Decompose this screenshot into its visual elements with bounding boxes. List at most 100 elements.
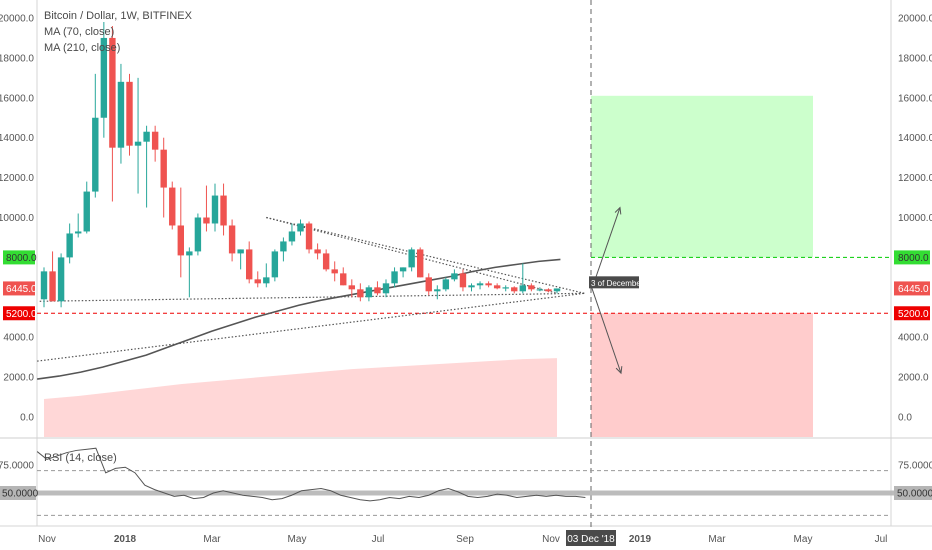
- candle: [143, 125, 150, 208]
- stop-badge-right: 5200.0: [898, 309, 929, 320]
- candle-body: [425, 277, 432, 292]
- candle-body: [75, 231, 82, 234]
- target-badge-left-bg: [3, 250, 35, 265]
- y-tick-right: 2000.0: [898, 373, 929, 384]
- candle-body: [203, 217, 210, 224]
- rsi-tick-left: 75.0000: [0, 461, 34, 472]
- y-tick-left: 20000.0: [0, 14, 34, 25]
- candle-body: [263, 277, 270, 284]
- candle: [314, 243, 321, 260]
- candle-body: [314, 249, 321, 254]
- candle-body: [374, 287, 381, 294]
- arrow-head: [615, 366, 623, 375]
- candle-body: [305, 223, 313, 250]
- candle: [263, 263, 270, 288]
- candle: [536, 287, 544, 292]
- candle: [237, 249, 244, 270]
- y-tick-left: 12000.0: [0, 173, 34, 184]
- x-tick: 2019: [629, 534, 652, 545]
- candle: [288, 223, 296, 246]
- candle: [57, 253, 65, 308]
- candle-body: [40, 271, 48, 300]
- date-badge: 03 Dec '18: [567, 534, 615, 545]
- y-tick-left: 14000.0: [0, 133, 34, 144]
- upper-trendline: [266, 216, 558, 294]
- price-badge-right: 6445.0: [898, 284, 929, 295]
- candle-body: [117, 81, 125, 148]
- candle: [254, 271, 261, 288]
- support-line: [39, 292, 585, 302]
- rsi-tick-right: 75.0000: [898, 461, 932, 472]
- rsi-badge-left-bg: [0, 486, 36, 500]
- candle-body: [408, 249, 415, 268]
- candle: [117, 63, 125, 164]
- x-tick: Mar: [203, 534, 221, 545]
- y-tick-right: 4000.0: [898, 333, 929, 344]
- candle-body: [49, 271, 56, 302]
- candle-body: [126, 81, 133, 146]
- candle-body: [271, 251, 279, 278]
- candle-body: [57, 257, 65, 302]
- stop-badge-right-bg: [894, 306, 930, 321]
- candle: [528, 283, 535, 292]
- candle: [502, 285, 509, 292]
- y-tick-right: 20000.0: [898, 14, 932, 25]
- candle-body: [100, 37, 108, 118]
- candle-body: [297, 223, 304, 232]
- candle: [519, 263, 526, 294]
- ma210-area: [44, 358, 557, 437]
- candle: [151, 125, 159, 162]
- candle-body: [237, 249, 244, 254]
- candle: [83, 181, 90, 234]
- candle: [553, 288, 561, 294]
- y-tick-left: 0.0: [20, 413, 34, 424]
- candle-body: [476, 283, 484, 286]
- candle: [49, 251, 56, 302]
- candle-body: [331, 269, 338, 274]
- candle-body: [280, 241, 287, 252]
- target-badge-right: 8000.0: [898, 253, 929, 264]
- candle: [40, 267, 48, 308]
- candle: [297, 219, 304, 236]
- candle: [169, 181, 176, 230]
- candle: [348, 279, 355, 298]
- candle-body: [451, 273, 458, 280]
- candle-body: [220, 195, 227, 226]
- candle-body: [134, 141, 142, 146]
- x-tick: Jul: [875, 534, 888, 545]
- candle-body: [109, 37, 116, 148]
- candle-body: [92, 117, 99, 192]
- candle: [417, 247, 424, 278]
- candle-body: [194, 217, 202, 252]
- candle: [374, 281, 381, 296]
- lower-trendline: [37, 292, 585, 362]
- candle: [246, 241, 253, 284]
- candle: [425, 273, 432, 296]
- candle-body: [348, 285, 355, 290]
- candle: [459, 269, 467, 292]
- x-tick: Nov: [542, 534, 560, 545]
- annotation-box: [589, 276, 639, 289]
- rsi-line: [36, 447, 586, 502]
- candle-body: [399, 267, 407, 272]
- x-tick: Sep: [456, 534, 474, 545]
- candle: [442, 277, 450, 292]
- candle: [160, 137, 167, 218]
- candle: [211, 183, 219, 232]
- candle-body: [485, 283, 492, 286]
- ma70-legend: MA (70, close): [44, 26, 115, 38]
- candle: [177, 187, 184, 278]
- candle: [126, 73, 133, 156]
- target-badge-right-bg: [894, 250, 930, 265]
- candle: [331, 261, 338, 282]
- price-badge-left-bg: [3, 281, 35, 296]
- candle: [92, 73, 99, 198]
- chart-title: Bitcoin / Dollar, 1W, BITFINEX: [44, 10, 192, 22]
- candle: [365, 285, 373, 302]
- target-badge-left: 8000.0: [6, 253, 37, 264]
- candle-body: [228, 225, 236, 254]
- candle: [194, 213, 202, 256]
- candle: [322, 249, 330, 272]
